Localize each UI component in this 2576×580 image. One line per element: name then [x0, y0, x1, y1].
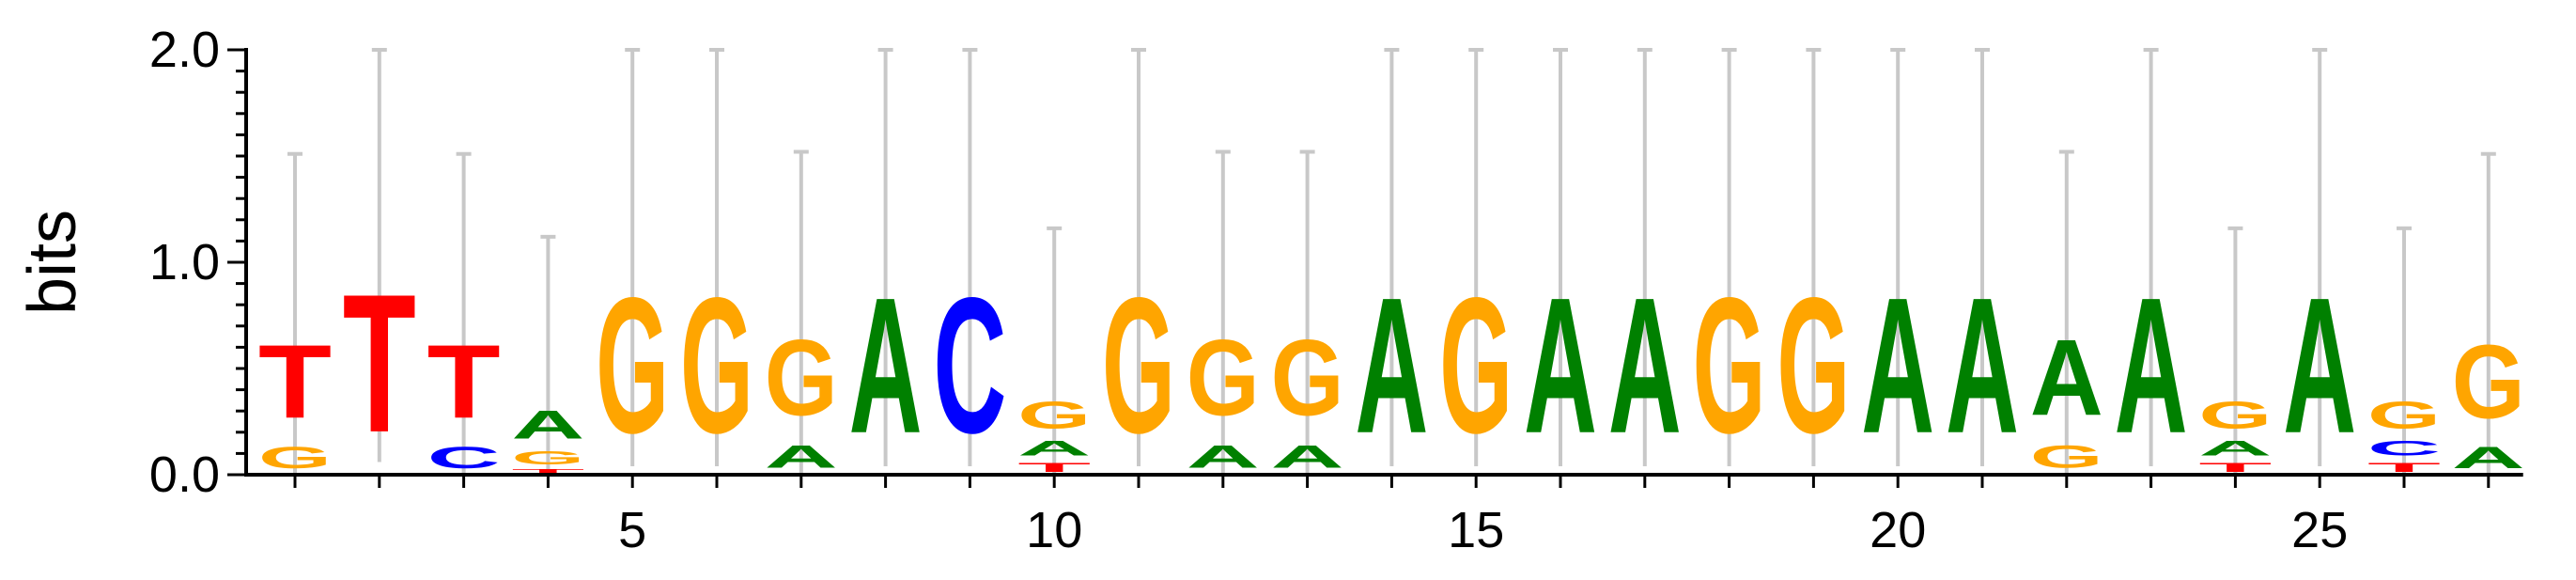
- logo-letter-g: G: [2030, 438, 2103, 474]
- y-tick-label: 2.0: [149, 22, 220, 78]
- logo-letter-a: A: [1187, 438, 1260, 475]
- logo-letter-t: T: [511, 468, 584, 475]
- logo-letter-a: A: [2452, 441, 2525, 475]
- logo-letter-a: A: [1608, 257, 1682, 473]
- logo-letter-g: G: [1017, 395, 1091, 437]
- logo-letter-g: G: [1187, 317, 1260, 438]
- x-tick-label: 25: [2291, 502, 2348, 558]
- logo-letter-a: A: [1017, 436, 1091, 460]
- error-bars: [287, 48, 2496, 475]
- logo-letter-a: A: [1524, 257, 1597, 473]
- logo-letter-g: G: [765, 317, 838, 438]
- logo-letter-g: G: [2198, 395, 2272, 437]
- logo-letter-g: G: [1777, 258, 1850, 474]
- logo-letter-g: G: [1271, 317, 1344, 438]
- logo-letter-a: A: [2198, 436, 2272, 460]
- logo-letter-a: A: [1355, 257, 1428, 473]
- y-ticks: 0.0 1.0 2.0: [149, 22, 246, 503]
- logo-letter-g: G: [258, 441, 332, 475]
- logo-letter-c: C: [427, 441, 501, 475]
- logo-letter-g: G: [596, 258, 669, 474]
- logo-letter-a: A: [2283, 257, 2356, 473]
- logo-letter-g: G: [511, 447, 584, 468]
- x-tick-label: 20: [1870, 502, 1926, 558]
- x-tick-label: 5: [618, 502, 646, 558]
- logo-letter-c: C: [933, 257, 1006, 473]
- logo-letter-g: G: [1439, 258, 1513, 474]
- logo-letter-g: G: [2452, 324, 2525, 441]
- logo-letter-c: C: [2367, 436, 2441, 460]
- x-tick-label: 10: [1026, 502, 1082, 558]
- logo-letter-g: G: [1693, 258, 1766, 474]
- logo-letter-t: T: [1017, 460, 1091, 475]
- y-tick-label: 1.0: [149, 234, 220, 290]
- y-axis-title: bits: [15, 210, 90, 315]
- logo-letter-t: T: [427, 324, 501, 440]
- logo-letter-a: A: [1271, 438, 1344, 475]
- logo-letter-g: G: [680, 258, 753, 474]
- logo-letter-a: A: [511, 403, 584, 447]
- logo-letter-a: A: [1946, 257, 2019, 473]
- x-tick-label: 15: [1448, 502, 1504, 558]
- logo-letter-a: A: [765, 438, 838, 475]
- logo-letter-a: A: [849, 257, 923, 473]
- logo-letter-t: T: [2367, 460, 2441, 475]
- logo-letter-a: A: [2115, 257, 2188, 473]
- logo-letter-g: G: [2367, 395, 2441, 437]
- x-ticks: 5 10 15 20 25: [293, 475, 2491, 558]
- logo-letter-a: A: [2030, 317, 2103, 438]
- logo-letter-a: A: [1861, 257, 1934, 473]
- axes: 0.0 1.0 2.0 5 10 15 20 25: [149, 22, 2523, 558]
- logo-letter-t: T: [258, 324, 332, 440]
- logo-letter-t: T: [2198, 460, 2272, 475]
- logo-letter-t: T: [343, 253, 416, 473]
- logo-letter-g: G: [1102, 258, 1175, 474]
- y-tick-label: 0.0: [149, 447, 220, 503]
